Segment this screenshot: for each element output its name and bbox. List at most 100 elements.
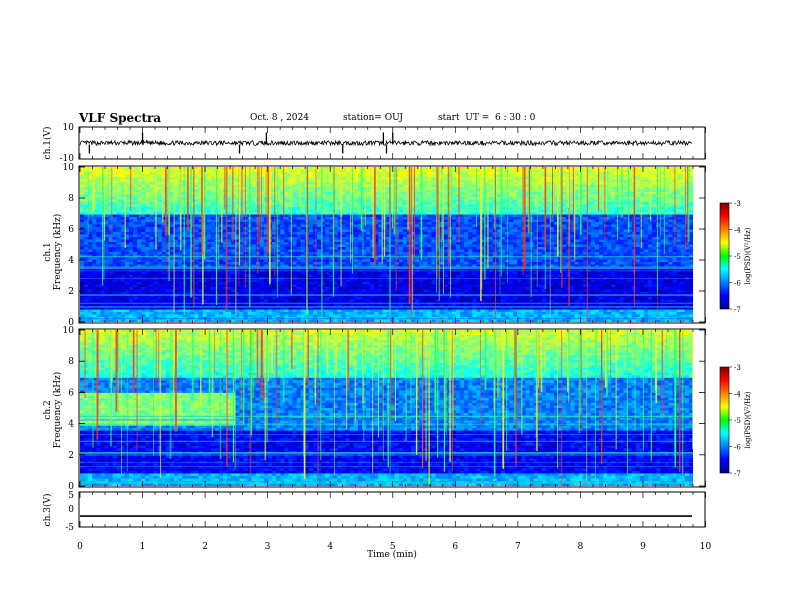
spectrogram-cell — [210, 209, 216, 213]
spectrogram-cell — [431, 202, 436, 205]
spectrogram-cell — [361, 242, 367, 245]
spectrogram-cell — [517, 199, 522, 203]
spectrogram-cell — [472, 224, 477, 228]
spectrogram-cell — [227, 199, 232, 203]
spectrogram-cell — [443, 214, 449, 218]
spectrogram-cell — [361, 179, 367, 183]
spectrogram-cell — [92, 224, 97, 228]
spectrogram-cell — [590, 224, 596, 228]
spectrogram-cell — [415, 209, 420, 213]
spectrogram-cell — [594, 194, 600, 198]
spectrogram-cell — [284, 217, 289, 220]
spectrogram-cell — [484, 217, 489, 220]
spectrogram-cell — [411, 232, 416, 235]
spectrogram-cell — [333, 199, 338, 203]
spectrogram-cell — [582, 229, 588, 233]
spectrogram-cell — [206, 224, 212, 228]
spectrogram-cell — [165, 227, 171, 230]
spectrogram-cell — [411, 202, 416, 205]
spectrogram-cell — [660, 172, 665, 175]
spectrogram-cell — [88, 227, 93, 230]
spectrogram-cell — [402, 237, 408, 240]
spectrogram-cell — [427, 194, 432, 198]
spectrogram-cell — [296, 202, 301, 205]
spectrogram-cell — [333, 232, 338, 235]
spectrogram-cell — [120, 182, 126, 185]
spectrogram-cell — [570, 222, 575, 225]
spectrogram-cell — [411, 227, 416, 230]
spectrogram-cell — [353, 222, 359, 225]
spectrogram-cell — [496, 214, 502, 218]
spectrogram-cell — [451, 232, 457, 235]
spectrogram-cell — [680, 227, 686, 230]
spectrogram-cell — [190, 249, 195, 253]
spectrogram-cell — [141, 222, 146, 225]
spectrogram-cell — [308, 227, 314, 230]
spectrogram-cell — [635, 244, 641, 248]
spectrogram-cell — [423, 182, 428, 185]
spectrogram-cell — [496, 202, 502, 205]
spectrogram-cell — [141, 187, 146, 190]
spectrogram-cell — [96, 244, 101, 248]
spectrogram-cell — [525, 234, 530, 238]
spectrogram-cell — [145, 247, 150, 250]
spectrogram-cell — [353, 169, 359, 173]
spectrogram-cell — [517, 232, 522, 235]
spectrogram-cell — [411, 182, 416, 185]
spectrogram-cell — [484, 224, 489, 228]
spectrogram-cell — [599, 189, 604, 193]
spectrogram-cell — [582, 212, 588, 215]
spectrogram-cell — [227, 224, 232, 228]
spectrogram-cell — [296, 177, 301, 180]
spectrogram-cell — [652, 169, 657, 173]
spectrogram-cell — [206, 222, 212, 225]
spectrogram-cell — [533, 184, 539, 188]
spectrogram-cell — [88, 187, 93, 190]
spectrogram-cell — [239, 222, 244, 225]
spectrogram-cell — [284, 169, 289, 173]
spectrogram-cell — [590, 214, 596, 218]
spectrogram-cell — [590, 222, 596, 225]
spectrogram-cell — [141, 237, 146, 240]
spectrogram-cell — [611, 214, 616, 218]
spectrogram-cell — [300, 219, 306, 223]
spectrogram-cell — [194, 239, 199, 243]
spectrogram-cell — [145, 167, 150, 170]
spectrogram-cell — [165, 179, 171, 183]
spectrogram-cell — [464, 167, 469, 170]
spectrogram-cell — [284, 172, 289, 175]
spectrogram-cell — [586, 169, 592, 173]
spectrogram-cell — [590, 197, 596, 200]
spectrogram-cell — [496, 194, 502, 198]
spectrogram-cell — [660, 194, 665, 198]
spectrogram-cell — [488, 167, 494, 170]
spectrogram-cell — [292, 244, 297, 248]
spectrogram-cell — [660, 244, 665, 248]
spectrogram-cell — [517, 222, 522, 225]
spectrogram-cell — [288, 179, 293, 183]
spectrogram-cell — [537, 212, 543, 215]
spectrogram-cell — [582, 174, 588, 178]
spectrogram-cell — [668, 227, 673, 230]
spectrogram-cell — [288, 232, 293, 235]
spectrogram-cell — [251, 219, 257, 223]
spectrogram-cell — [607, 244, 612, 248]
spectrogram-cell — [451, 244, 457, 248]
spectrogram-cell — [464, 184, 469, 188]
spectrogram-cell — [104, 172, 109, 175]
spectrogram-cell — [284, 229, 289, 233]
spectrogram-cell — [116, 177, 122, 180]
spectrogram-cell — [333, 169, 338, 173]
spectrogram-cell — [664, 202, 669, 205]
spectrogram-cell — [411, 234, 416, 238]
spectrogram-cell — [259, 199, 265, 203]
spectrogram-cell — [468, 174, 473, 178]
spectrogram-cell — [149, 229, 154, 233]
spectrogram-cell — [676, 197, 682, 200]
spectrogram-cell — [374, 187, 379, 190]
spectrogram-cell — [411, 214, 416, 218]
spectrogram-cell — [635, 207, 641, 210]
spectrogram-cell — [329, 179, 334, 183]
spectrogram-cell — [329, 222, 334, 225]
spectrogram-cell — [259, 227, 265, 230]
